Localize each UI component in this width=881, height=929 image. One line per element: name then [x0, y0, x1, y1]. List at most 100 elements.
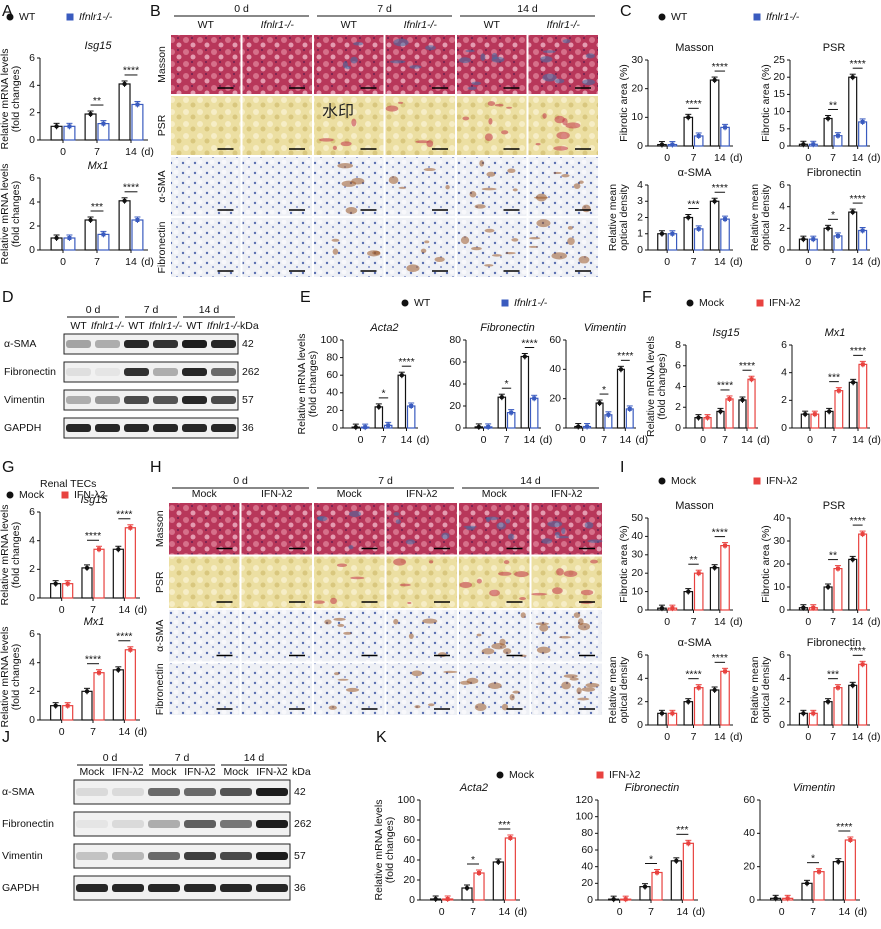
- y-axis-label: Fibrotic area (%): [760, 64, 772, 142]
- band: [112, 820, 144, 828]
- y-tick-label: 0: [29, 134, 35, 146]
- point: [116, 547, 121, 552]
- stain: [569, 677, 579, 681]
- y-tick-label: 2: [779, 222, 785, 234]
- significance-label: ****: [521, 337, 537, 349]
- stain: [422, 618, 438, 624]
- chart-title: Acta2: [459, 782, 488, 794]
- panel: H 0 d 7 d 14 d Mock IFN-λ2 Mock IFN-λ2 Mock IFN-λ…: [150, 459, 603, 715]
- stain: [514, 571, 529, 578]
- y-tick-label: 100: [575, 810, 593, 822]
- legend-marker: [6, 13, 14, 21]
- stain: [420, 248, 427, 253]
- point: [860, 362, 865, 367]
- point: [705, 415, 710, 420]
- column-header: Mock: [192, 488, 218, 500]
- bar: [738, 399, 747, 429]
- point: [399, 373, 405, 378]
- significance-label: ***: [687, 198, 699, 210]
- x-tick-label: 7: [830, 152, 836, 164]
- bar: [848, 558, 858, 611]
- significance-label: *: [504, 378, 508, 390]
- micrograph: [171, 218, 241, 277]
- y-tick-label: 20: [403, 874, 415, 886]
- y-tick-label: 20: [449, 400, 461, 412]
- y-tick-label: 0: [409, 894, 415, 906]
- lane-label: WT: [186, 320, 203, 332]
- bar: [858, 533, 868, 611]
- panel-letter: K: [376, 729, 387, 746]
- stain: [460, 236, 470, 245]
- panel-letter: F: [642, 289, 652, 306]
- kda-label: 36: [242, 422, 254, 434]
- y-tick-label: 2: [29, 563, 35, 575]
- point: [727, 396, 732, 401]
- panel-letter: E: [300, 289, 311, 306]
- stain: [506, 106, 513, 109]
- y-tick-label: 40: [326, 387, 338, 399]
- point: [686, 699, 691, 704]
- significance-label: **: [829, 549, 837, 561]
- point: [850, 557, 855, 562]
- stain: [565, 122, 581, 129]
- stain: [351, 118, 357, 127]
- x-tick-label: 0: [59, 726, 65, 738]
- row-label: α-SMA: [2, 786, 34, 798]
- bar: [683, 116, 694, 147]
- micrograph: [459, 663, 530, 715]
- point: [445, 897, 450, 901]
- legend-marker: [6, 491, 14, 499]
- point: [53, 581, 58, 586]
- band: [148, 884, 180, 892]
- band: [66, 340, 91, 348]
- chart-title: α-SMA: [678, 167, 713, 179]
- stain: [531, 592, 548, 596]
- point: [84, 689, 90, 694]
- stain: [463, 525, 477, 529]
- group-header: 14 d: [244, 752, 265, 764]
- bar: [112, 548, 124, 599]
- stain: [372, 250, 381, 255]
- point: [496, 859, 501, 865]
- stain: [484, 228, 495, 233]
- bar: [709, 79, 720, 147]
- stain: [590, 559, 598, 564]
- y-axis-label: Relative mean: [607, 656, 619, 723]
- stain: [340, 141, 352, 147]
- stain: [520, 612, 526, 619]
- significance-label: ****: [123, 182, 139, 194]
- point: [712, 77, 717, 83]
- y-tick-label: 0: [29, 592, 35, 604]
- x-tick-label: 0: [805, 616, 811, 628]
- point: [686, 215, 691, 220]
- significance-label: **: [93, 95, 101, 107]
- x-tick-label: 14: [852, 434, 864, 446]
- point: [477, 871, 482, 875]
- x-tick-label: 14: [852, 256, 864, 268]
- stain: [578, 618, 584, 626]
- y-tick-label: 20: [773, 558, 785, 570]
- bar: [720, 670, 730, 726]
- stain: [459, 581, 473, 588]
- point: [659, 231, 665, 236]
- significance-label: ****: [712, 526, 728, 538]
- bar: [848, 684, 858, 726]
- stain: [393, 618, 399, 625]
- point: [804, 881, 810, 886]
- band: [182, 368, 207, 376]
- x-tick-label: 14: [838, 906, 850, 918]
- bar: [131, 103, 144, 141]
- y-tick-label: 0: [637, 244, 643, 256]
- point: [860, 532, 865, 537]
- panel-letter: J: [2, 729, 10, 746]
- x-axis-unit: (d): [417, 434, 430, 446]
- bar: [709, 689, 720, 726]
- y-tick-label: 60: [449, 356, 461, 368]
- point: [848, 838, 853, 842]
- micrograph: [531, 556, 602, 608]
- y-tick-label: 0: [332, 422, 338, 434]
- band: [220, 852, 252, 860]
- y-axis-label: optical density: [618, 183, 630, 250]
- point: [659, 711, 665, 716]
- significance-label: **: [829, 99, 837, 111]
